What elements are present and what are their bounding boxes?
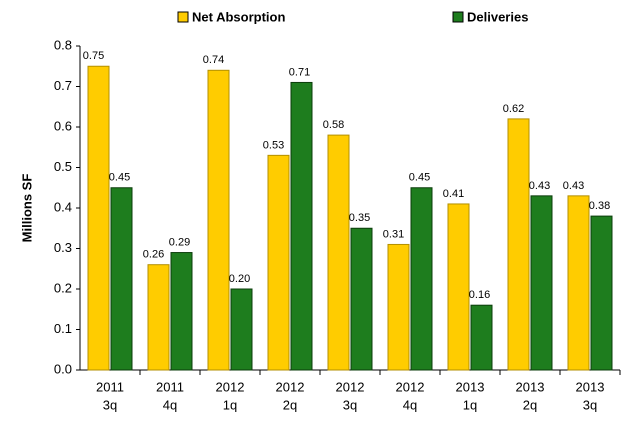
value-label: 0.43 [563,180,584,192]
value-label: 0.43 [529,180,550,192]
value-label: 0.71 [289,66,310,78]
value-label: 0.31 [383,228,404,240]
bar [230,288,253,371]
y-tick-label: 0.3 [54,240,72,255]
x-tick-label: 2011 [156,379,184,394]
x-tick-label: 1q [223,397,237,412]
value-label: 0.53 [263,139,284,151]
value-label: 0.41 [443,188,464,200]
value-label: 0.75 [83,50,104,62]
y-tick-label: 0.6 [54,118,72,133]
x-tick-label: 3q [583,397,597,412]
x-tick-label: 2012 [336,379,365,394]
bar [147,264,170,371]
y-tick-label: 0.4 [54,199,72,214]
value-label: 0.16 [469,289,490,301]
x-tick-label: 2013 [456,379,485,394]
x-tick-label: 3q [343,397,357,412]
bar [327,134,350,371]
value-label: 0.58 [323,119,344,131]
legend-swatch [177,11,189,23]
bar [507,118,530,371]
bar [110,187,133,371]
legend-label: Net Absorption [192,9,285,24]
x-tick-label: 2q [523,397,537,412]
value-label: 0.62 [503,103,524,115]
bar [267,154,290,371]
value-label: 0.29 [169,236,190,248]
bar [447,203,470,371]
x-tick-label: 1q [463,397,477,412]
x-tick-label: 3q [103,397,117,412]
y-tick-label: 0.0 [54,361,72,376]
bar [350,227,373,371]
x-tick-label: 2012 [276,379,305,394]
legend-label: Deliveries [467,9,528,24]
x-tick-label: 2013 [576,379,605,394]
bar [87,65,110,371]
value-label: 0.35 [349,212,370,224]
y-tick-label: 0.1 [54,321,72,336]
y-tick-label: 0.8 [54,37,72,52]
bar [590,215,613,371]
y-tick-label: 0.2 [54,280,72,295]
bar [387,243,410,371]
bar [290,81,313,371]
value-label: 0.45 [409,172,430,184]
value-label: 0.38 [589,200,610,212]
x-tick-label: 2011 [96,379,124,394]
value-label: 0.74 [203,54,224,66]
bar [530,195,553,371]
value-label: 0.20 [229,273,250,285]
x-tick-label: 2012 [396,379,425,394]
x-tick-label: 4q [163,397,177,412]
y-tick-label: 0.5 [54,159,72,174]
y-tick-label: 0.7 [54,78,72,93]
x-tick-label: 2013 [516,379,545,394]
value-label: 0.26 [143,249,164,261]
bar [207,69,230,371]
x-tick-label: 2q [283,397,297,412]
bar [567,195,590,371]
bar [470,304,493,371]
y-axis-label: Millions SF [19,174,34,243]
bar [410,187,433,371]
legend-swatch [452,11,464,23]
value-label: 0.45 [109,172,130,184]
x-tick-label: 4q [403,397,417,412]
x-tick-label: 2012 [216,379,245,394]
bar [170,252,193,371]
